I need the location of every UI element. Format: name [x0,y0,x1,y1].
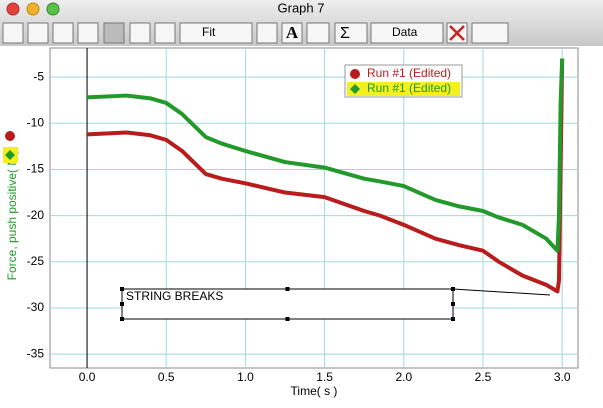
annotation-handle [451,302,455,306]
data-dropdown[interactable] [370,22,444,44]
toolbar [2,22,509,44]
x-tick-label: 2.0 [395,370,412,384]
x-tick-label: 3.0 [554,370,571,384]
annotation-pointer [452,288,551,296]
tool-button[interactable] [103,22,125,44]
y-axis-label: Force, push positive( N ) [5,150,19,281]
text-tool: A [286,23,299,42]
data-label: Data [392,25,418,39]
tool-button[interactable] [256,22,278,44]
legend-marker [350,84,360,94]
minimize-button[interactable] [26,2,40,16]
tool-button[interactable] [306,22,330,44]
x-tick-label: 1.0 [237,370,254,384]
annotation-text: STRING BREAKS [126,289,223,303]
tool-button[interactable] [2,22,24,44]
close-button[interactable] [6,2,20,16]
legend-highlight [347,82,460,96]
legend-marker [5,150,15,160]
tool-button[interactable] [27,22,49,44]
tool-button[interactable] [77,22,99,44]
x-tick-label: 0.0 [79,370,96,384]
series-line [86,58,565,253]
x-tick-label: 2.5 [475,370,492,384]
series-line [86,58,565,294]
annotation-handle [120,317,124,321]
legend-label: Run #1 (Edited) [367,66,451,80]
tool-button[interactable] [471,22,509,44]
y-tick-label: -20 [27,208,45,222]
delete-icon [449,25,465,41]
y-tick-label: -5 [33,69,44,83]
y-tick-label: -15 [27,162,45,176]
annotation-handle [285,287,290,291]
y-tick-label: -30 [27,300,45,314]
annotation-handle [285,317,290,321]
annotation-handle [120,302,124,306]
y-tick-label: -25 [27,254,45,268]
tool-button[interactable] [52,22,74,44]
annotation-handle [451,317,455,321]
x-tick-label: 1.5 [316,370,333,384]
legend-marker [350,69,360,79]
fit-dropdown[interactable] [179,22,253,44]
legend-label: Run #1 (Edited) [367,81,451,95]
tool-button[interactable] [129,22,151,44]
window-title: Graph 7 [278,0,325,15]
y-tick-label: -35 [27,346,45,360]
stats-tool: Σ [340,25,350,42]
annotation-handle [120,287,124,291]
legend-marker [5,131,15,141]
plot: 0.0 0.5 1.0 1.5 2.0 2.5 3.0 -5 -10 -15 -20 -25 -30 -3… [27,48,578,384]
zoom-button[interactable] [46,2,60,16]
y-tick-label: -10 [27,115,45,129]
tool-button[interactable] [154,22,176,44]
x-axis-label: Time( s ) [291,384,338,398]
fit-label: Fit [202,25,216,39]
stats-dropdown[interactable] [334,22,368,44]
x-tick-label: 0.5 [158,370,175,384]
tool-button[interactable] [281,22,303,44]
